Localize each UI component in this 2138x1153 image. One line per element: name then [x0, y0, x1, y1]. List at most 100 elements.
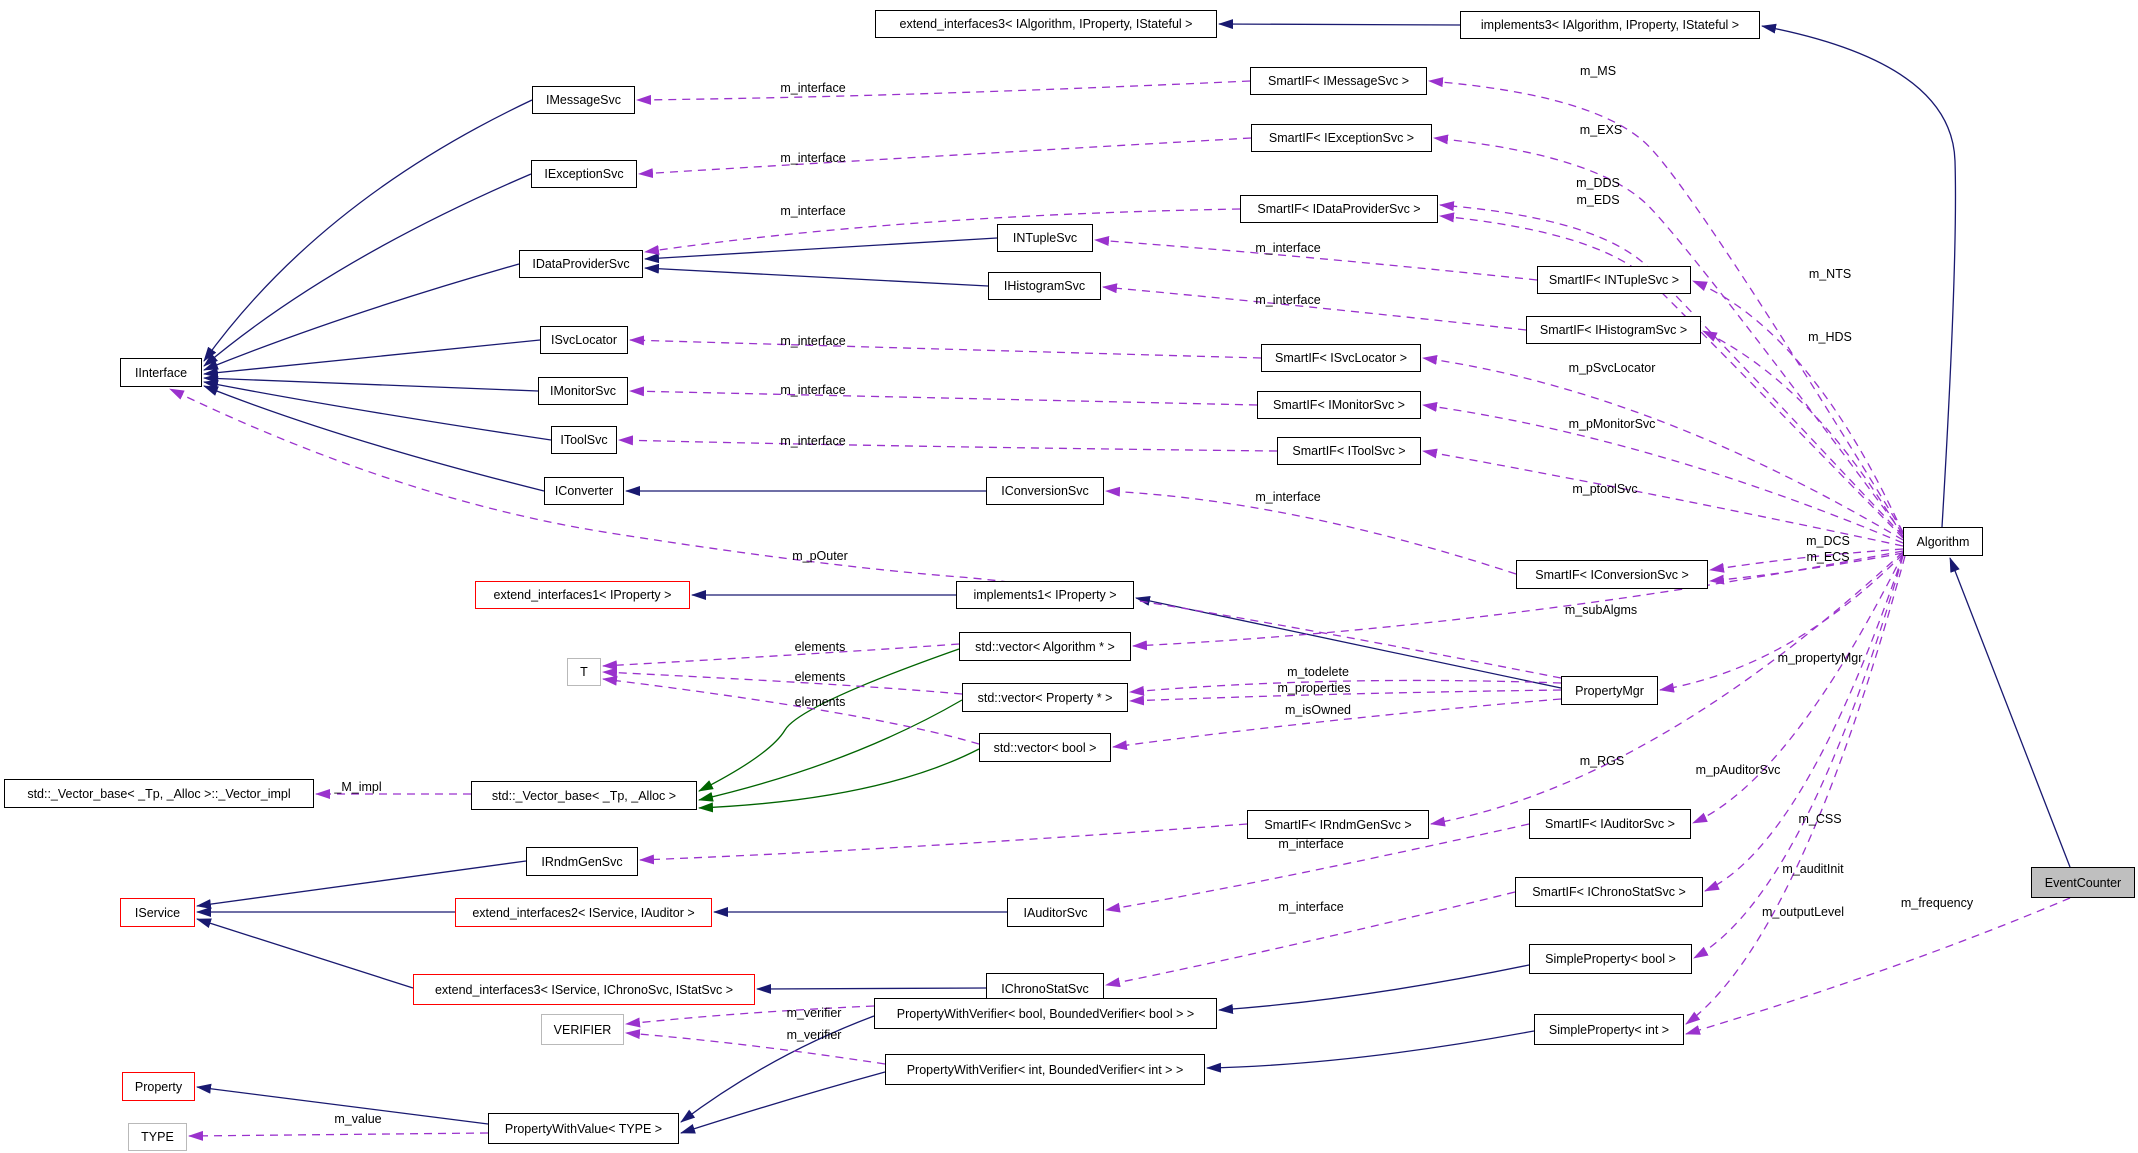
edge-label-use-alg-vecalg: m_subAlgms: [1564, 603, 1638, 617]
edge-label-use-alg-sexc: m_EXS: [1579, 123, 1623, 137]
edge-inh-ihistogramsvc-idataprovidersvc: [644, 263, 989, 287]
node-smartif-iexceptionsvc[interactable]: SmartIF< IExceptionSvc >: [1251, 124, 1432, 152]
node-iexceptionsvc[interactable]: IExceptionSvc: [531, 160, 637, 188]
node-idataprovidersvc[interactable]: IDataProviderSvc: [519, 250, 643, 278]
node-imonitorsvc[interactable]: IMonitorSvc: [538, 377, 628, 405]
edge-label-use-pwvbool-verifier: m_verifier: [786, 1006, 842, 1020]
node-property[interactable]: Property: [122, 1072, 195, 1101]
edge-inh-ichronostatsvc-extend3: [756, 983, 987, 994]
node-itoolsvc[interactable]: IToolSvc: [551, 426, 617, 454]
edge-label-use-alg-smon: m_pMonitorSvc: [1568, 417, 1656, 431]
edge-use-propertywithvalue-type: [188, 1130, 489, 1141]
edge-label-use-pwvint-verifier: m_verifier: [786, 1028, 842, 1042]
edge-inh-spbool-pwvbool: [1218, 964, 1530, 1014]
node-smartif-imonitorsvc[interactable]: SmartIF< IMonitorSvc >: [1257, 391, 1421, 419]
node-t-param: T: [567, 658, 601, 686]
edge-use-evc-spint: [1685, 897, 2071, 1035]
node-propertywithverifier-int[interactable]: PropertyWithVerifier< int, BoundedVerifi…: [885, 1054, 1205, 1085]
node-iconversionsvc[interactable]: IConversionSvc: [986, 477, 1104, 505]
edge-use-alg-shist: [1702, 330, 1904, 538]
node-algorithm[interactable]: Algorithm: [1903, 527, 1983, 556]
edge-inh-idataprovidersvc-iinterface: [203, 263, 520, 371]
node-smartif-itoolsvc[interactable]: SmartIF< IToolSvc >: [1277, 437, 1421, 465]
edge-inh-spint-pwvint: [1206, 1030, 1535, 1073]
node-vector-algorithm[interactable]: std::vector< Algorithm * >: [959, 632, 1131, 661]
edge-label-use-alg-spint: m_outputLevel: [1761, 905, 1845, 919]
edge-inh-pwvbool-propertywithvalue: [680, 1015, 875, 1123]
edge-label-use-alg-scsvc-ecs: m_ECS: [1806, 550, 1850, 564]
node-smartif-imessagesvc[interactable]: SmartIF< IMessageSvc >: [1250, 67, 1427, 95]
edge-inh-extend3svc-iservice: [196, 918, 414, 989]
node-isvclocator[interactable]: ISvcLocator: [540, 326, 628, 354]
node-simpleproperty-bool[interactable]: SimpleProperty< bool >: [1529, 944, 1692, 974]
edge-use-saud-iaud: [1105, 823, 1530, 913]
edge-label-use-shist-ihist: m_interface: [1255, 293, 1321, 307]
node-vector-bool[interactable]: std::vector< bool >: [979, 733, 1111, 762]
node-ihistogramsvc[interactable]: IHistogramSvc: [988, 272, 1101, 300]
edge-use-pmgr-vecbool-isowned: [1112, 698, 1562, 751]
node-simpleproperty-int[interactable]: SimpleProperty< int >: [1534, 1014, 1684, 1045]
node-smartif-irndmgensvc[interactable]: SmartIF< IRndmGenSvc >: [1247, 810, 1429, 839]
edge-use-pmgr-vecprop-todelete: [1129, 679, 1562, 696]
node-extend-interfaces1-iproperty[interactable]: extend_interfaces1< IProperty >: [475, 581, 690, 609]
node-implements3[interactable]: implements3< IAlgorithm, IProperty, ISta…: [1460, 11, 1760, 39]
node-iservice[interactable]: IService: [120, 898, 195, 927]
node-imessagesvc[interactable]: IMessageSvc: [532, 86, 635, 114]
edge-label-use-alg-ssvc: m_pSvcLocator: [1568, 361, 1656, 375]
node-smartif-iauditorsvc[interactable]: SmartIF< IAuditorSvc >: [1529, 809, 1691, 839]
edge-inh-eventcounter-algorithm: [1949, 557, 2071, 868]
edge-label-use-alg-smsg: m_MS: [1579, 64, 1617, 78]
edge-use-alg-scsvc-dcs: [1709, 548, 1904, 573]
edge-use-shist-ihist: [1102, 283, 1527, 331]
edge-label-use-alg-spbool: m_auditInit: [1782, 862, 1844, 876]
edge-label-use-pmgr-vecbool-isowned: m_isOwned: [1285, 703, 1351, 717]
node-intuplesvc[interactable]: INTupleSvc: [997, 224, 1093, 252]
edge-use-alg-sntup: [1692, 280, 1904, 534]
node-smartif-ihistogramsvc[interactable]: SmartIF< IHistogramSvc >: [1526, 316, 1701, 344]
edge-use-smsg-imsg: [636, 80, 1251, 105]
node-smartif-iconversionsvc[interactable]: SmartIF< IConversionSvc >: [1516, 560, 1708, 589]
node-extend-interfaces3-algorithm[interactable]: extend_interfaces3< IAlgorithm, IPropert…: [875, 10, 1217, 38]
edge-label-use-pmgr-iinterface-pouter: m_pOuter: [792, 549, 848, 563]
node-propertymgr[interactable]: PropertyMgr: [1561, 676, 1658, 705]
edge-use-alg-smsg: [1428, 77, 1904, 533]
edge-use-pmgr-iinterface-pouter: [169, 388, 1562, 679]
edge-label-use-alg-sdp-dds: m_DDS: [1576, 176, 1620, 190]
edge-label-use-scsvc-icsvc: m_interface: [1255, 490, 1321, 504]
node-smartif-ichronostatsvc[interactable]: SmartIF< IChronoStatSvc >: [1515, 877, 1703, 907]
edge-label-use-evc-spint: m_frequency: [1900, 896, 1974, 910]
edge-use-alg-spbool: [1693, 555, 1904, 959]
edge-label-use-alg-saud: m_pAuditorSvc: [1695, 763, 1781, 777]
edge-use-smon-imon: [629, 386, 1258, 406]
edge-label-use-sdp-idp: m_interface: [780, 204, 846, 218]
node-implements1-iproperty[interactable]: implements1< IProperty >: [956, 581, 1134, 609]
node-irndmgensvc[interactable]: IRndmGenSvc: [526, 847, 638, 876]
edge-use-pmgr-vecprop-properties: [1129, 689, 1562, 706]
node-iinterface[interactable]: IInterface: [120, 358, 202, 387]
node-smartif-idataprovidersvc[interactable]: SmartIF< IDataProviderSvc >: [1240, 195, 1438, 223]
edge-label-use-alg-stool: m_ptoolSvc: [1572, 482, 1638, 496]
node-extend-interfaces3-iservice[interactable]: extend_interfaces3< IService, IChronoSvc…: [413, 974, 755, 1005]
edge-inh-iexceptionsvc-iinterface: [203, 173, 532, 367]
node-smartif-intuplesvc[interactable]: SmartIF< INTupleSvc >: [1537, 266, 1691, 294]
node-iauditorsvc[interactable]: IAuditorSvc: [1007, 898, 1104, 927]
edge-inh-irndmgensvc-iservice: [196, 860, 527, 910]
edge-label-use-alg-schrono: m_CSS: [1798, 812, 1842, 826]
node-vector-base-impl[interactable]: std::_Vector_base< _Tp, _Alloc >::_Vecto…: [4, 779, 314, 808]
edge-label-use-vecprop-t: elements: [794, 670, 846, 684]
edge-label-use-sexc-iexc: m_interface: [780, 151, 846, 165]
node-iconverter[interactable]: IConverter: [544, 477, 624, 505]
node-propertywithverifier-bool[interactable]: PropertyWithVerifier< bool, BoundedVerif…: [874, 998, 1217, 1029]
edge-use-alg-spint: [1685, 555, 1906, 1025]
edge-label-use-alg-shist: m_HDS: [1808, 330, 1852, 344]
node-extend-interfaces2-iservice[interactable]: extend_interfaces2< IService, IAuditor >: [455, 898, 712, 927]
edge-use-alg-sexc: [1433, 134, 1904, 535]
node-vector-base[interactable]: std::_Vector_base< _Tp, _Alloc >: [471, 781, 697, 810]
node-vector-property[interactable]: std::vector< Property * >: [962, 683, 1128, 712]
node-propertywithvalue-type[interactable]: PropertyWithValue< TYPE >: [488, 1113, 679, 1144]
node-smartif-isvclocator[interactable]: SmartIF< ISvcLocator >: [1261, 344, 1421, 372]
edge-label-use-vecbool-t: elements: [794, 695, 846, 709]
edge-inh-itoolsvc-iinterface: [203, 379, 552, 441]
